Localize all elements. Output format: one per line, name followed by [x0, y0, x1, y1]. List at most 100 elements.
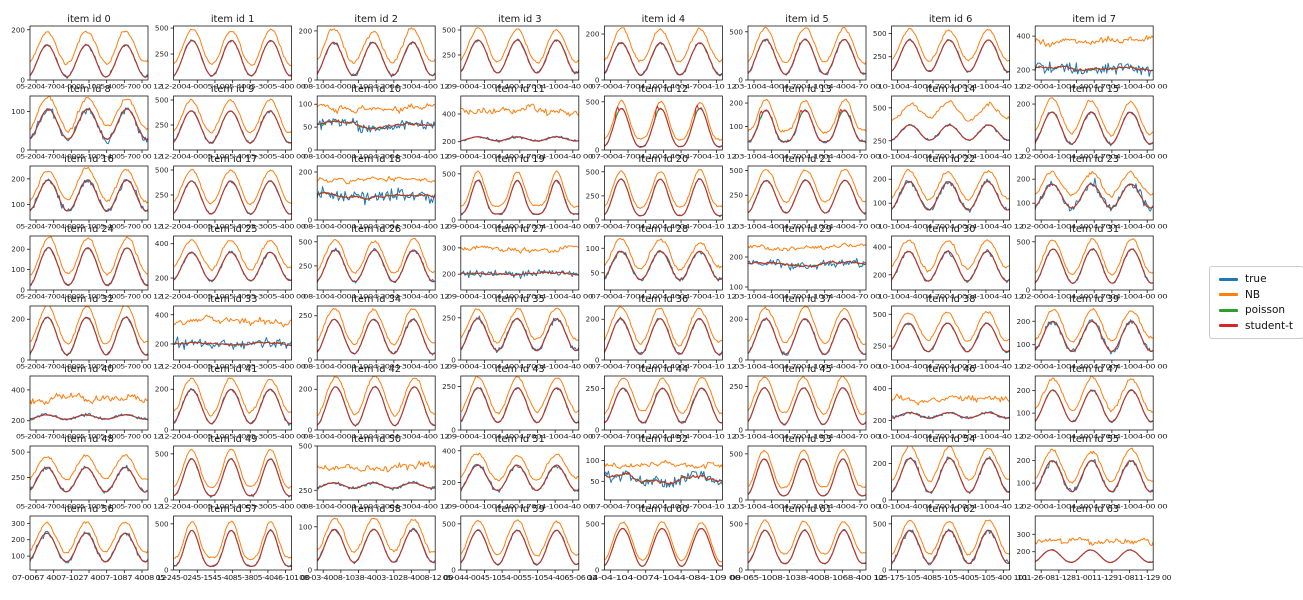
y-tick-label: 0 [164, 496, 169, 505]
subplot-item-29: item id 29 100 200 03-1004-4004-7004-1004-4… [729, 224, 881, 301]
y-tick-label: 0 [451, 356, 456, 365]
legend-label: NB [1245, 288, 1261, 301]
series-line-student-t [748, 260, 866, 268]
axes-frame [460, 515, 580, 571]
x-tick-labels: 10-1004-4004-7004-0004-1004-40 12 [878, 153, 1024, 161]
series-line-poisson [173, 388, 292, 425]
series-line-true [173, 180, 292, 216]
y-tick-label: 50 [590, 477, 600, 486]
axes-frame [316, 235, 436, 291]
subplot-item-24: item id 24 0 100 200 05-2004-7004-0005-1005-… [11, 224, 163, 301]
x-tick-labels: 09-0004-1004-4004-7004-1004-40 00 [447, 503, 593, 511]
y-tick-label: 100 [11, 552, 25, 561]
axes-frame [1034, 235, 1154, 291]
y-tick-label: 500 [442, 519, 456, 528]
subplot-item-0: item id 0 0 200 05-2004-7004-0005-1005-4005… [11, 14, 163, 91]
series-line-student-t [1035, 320, 1154, 352]
series-line-student-t [748, 458, 866, 497]
series-line-student-t [317, 528, 436, 563]
series-line-student-t [460, 136, 579, 142]
series-line-NB [173, 169, 292, 205]
series-line-true [604, 470, 723, 488]
x-tick-labels: 09-0004-1004-4004-7004-1004-40 00 [447, 223, 593, 231]
series-line-NB [460, 307, 579, 344]
y-tick-label: 200 [442, 137, 456, 146]
subplot-item-50: item id 5025050008-1004-0004-1004-2004-3… [298, 434, 450, 511]
y-tick-label: 500 [298, 237, 312, 246]
series-line-student-t [30, 44, 148, 78]
series-line-student-t [30, 247, 148, 286]
subplot-item-20: item id 20 0 250 500 07-0004-7004-1004-4004-… [586, 154, 738, 231]
y-tick-label: 200 [1016, 547, 1030, 556]
series-line-true [748, 38, 866, 76]
y-tick-label: 500 [298, 442, 312, 451]
subplot-item-55: item id 55 100 200 02-0004-1004-4004-7004-1… [1016, 434, 1168, 511]
series-line-NB [30, 306, 148, 345]
subplot-item-18: item id 18 0 200 08-1004-0004-1004-2004-300… [298, 154, 450, 231]
x-tick-labels: 05-2004-7004-0005-1005-4005-700 00 12 [16, 153, 162, 161]
y-tick-label: 500 [729, 519, 743, 528]
subplot-item-2: item id 2 0 200 08-1004-0004-1004-2004-3004… [298, 14, 450, 91]
y-tick-label: 500 [873, 519, 887, 528]
series-line-NB [604, 459, 723, 470]
series-line-student-t [317, 386, 436, 427]
series-line-NB [30, 521, 148, 554]
series-line-student-t [891, 124, 1010, 141]
subplot-item-27: item id 27 200 300 09-0004-1004-4004-7004-1… [442, 224, 594, 301]
series-line-NB [173, 98, 292, 134]
subplot-item-33: item id 33 200 400 12-2004-0005-1005-4005-3… [155, 294, 307, 371]
series-line-poisson [30, 108, 148, 140]
y-tick-label: 0 [738, 356, 743, 365]
series-line-poisson [173, 529, 292, 567]
subplot-item-49: item id 49 0 500 12-2004-0005-1005-4005-300… [155, 434, 307, 511]
axes-frame [747, 165, 867, 221]
x-tick-labels: 07-0004-7004-1004-4004-7004-10 12 [590, 83, 736, 91]
subplot-title: item id 30 [926, 224, 976, 235]
subplot-title: item id 41 [208, 364, 258, 375]
series-line-NB [1035, 238, 1154, 276]
subplot-title: item id 1 [211, 14, 255, 25]
series-line-NB [317, 460, 436, 473]
subplot-item-28: item id 28 50 100 07-0004-7004-1004-4004-70… [586, 224, 738, 301]
y-tick-label: 500 [155, 519, 169, 528]
subplot-title: item id 37 [782, 294, 832, 305]
y-tick-label: 500 [155, 24, 169, 33]
axes-frame [29, 515, 149, 571]
series-line-student-t [460, 179, 579, 215]
y-tick-label: 200 [1016, 65, 1030, 74]
series-line-NB [460, 245, 579, 254]
y-tick-label: 200 [11, 25, 25, 34]
subplot-item-40: item id 40 200 400 05-2004-7004-0005-1005-4… [11, 364, 163, 441]
series-line-NB [173, 520, 292, 561]
y-tick-label: 100 [1016, 340, 1030, 349]
y-tick-label: 0 [308, 426, 313, 435]
axes-frame [604, 515, 723, 571]
series-line-poisson [460, 387, 579, 424]
x-tick-labels: 05-2004-7004-0005-1005-4005-700 00 12 [16, 293, 162, 301]
axes-frame [316, 515, 436, 571]
series-line-student-t [460, 464, 579, 492]
y-tick-label: 0 [595, 76, 600, 85]
x-tick-labels: 105-175-105-4085-105-4005-105-400 101 [874, 573, 1029, 582]
y-tick-label: 400 [155, 310, 169, 319]
series-line-NB [604, 521, 723, 563]
subplot-title: item id 55 [1069, 434, 1119, 445]
subplot-item-12: item id 12 0 500 07-0004-7004-1004-4004-700… [586, 84, 738, 161]
subplot-item-61: item id 61 0 500 08-065-1008-1038-4008-1068… [729, 504, 884, 582]
y-tick-label: 0 [1026, 146, 1031, 155]
subplot-item-19: item id 19 0 500 09-0004-1004-4004-7004-100… [442, 154, 594, 231]
series-line-poisson [891, 124, 1010, 141]
axes-frame [316, 305, 436, 361]
series-line-student-t [460, 39, 579, 74]
legend-label: true [1245, 273, 1267, 285]
series-line-NB [317, 308, 436, 346]
series-line-student-t [173, 388, 292, 425]
series-line-true [891, 456, 1010, 494]
y-tick-label: 100 [586, 456, 600, 465]
series-line-poisson [1035, 320, 1154, 353]
series-line-poisson [317, 386, 436, 426]
series-line-poisson [748, 179, 866, 214]
series-line-true [891, 178, 1010, 213]
subplot-item-62: item id 62 0 500 105-175-105-4085-105-4005-… [873, 504, 1029, 582]
y-tick-label: 200 [11, 535, 25, 544]
